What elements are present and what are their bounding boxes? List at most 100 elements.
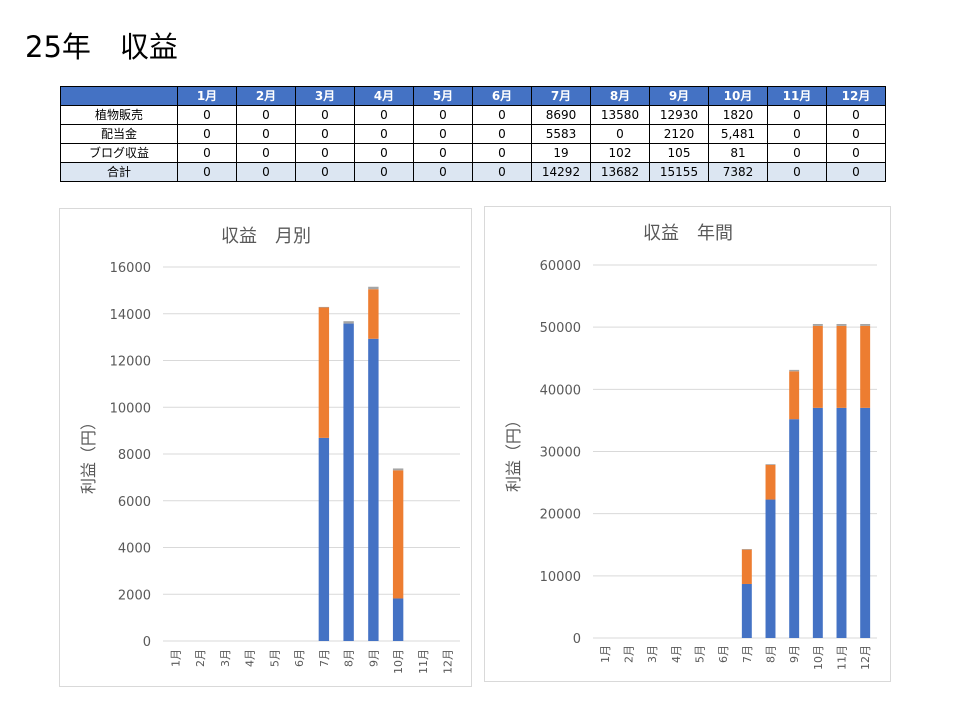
- y-axis-label: 利益（円）: [79, 414, 98, 494]
- table-cell: 0: [767, 124, 827, 144]
- table-cell: 15155: [649, 162, 709, 182]
- y-tick-label: 0: [143, 635, 151, 650]
- bar-segment: [765, 499, 776, 638]
- table-cell: 0: [177, 143, 237, 163]
- bar-segment: [765, 464, 776, 500]
- table-header-cell: 10月: [708, 86, 768, 106]
- bar-segment: [392, 470, 404, 599]
- x-tick-label: 5月: [268, 649, 281, 667]
- table-cell: 0: [177, 124, 237, 144]
- x-tick-label: 1月: [169, 649, 182, 667]
- y-tick-label: 50000: [540, 321, 581, 336]
- x-tick-label: 4月: [244, 649, 257, 667]
- y-tick-label: 16000: [110, 261, 151, 276]
- page-title: 25年 収益: [25, 30, 178, 64]
- table-header-cell: 7月: [531, 86, 591, 106]
- table-cell: 0: [767, 162, 827, 182]
- x-tick-label: 1月: [599, 645, 612, 663]
- table-cell: 0: [472, 105, 532, 125]
- table-header-cell: 6月: [472, 86, 532, 106]
- table-total-row: 合計 0 0 0 0 0 0 14292 13682 15155 7382 0 …: [60, 162, 886, 182]
- table-cell: 12930: [649, 105, 709, 125]
- table-cell: 0: [236, 143, 296, 163]
- table-cell: 0: [354, 124, 414, 144]
- table-cell: 0: [472, 124, 532, 144]
- table-cell: 8690: [531, 105, 591, 125]
- table-cell: 0: [413, 162, 473, 182]
- bar-segment: [343, 323, 354, 641]
- table-cell: 105: [649, 143, 709, 163]
- table-cell: 0: [767, 105, 827, 125]
- row-label: 合計: [60, 162, 178, 182]
- chart-title: 収益 年間: [643, 223, 733, 244]
- table-cell: 0: [236, 162, 296, 182]
- table-cell: 0: [767, 143, 827, 163]
- table-cell: 0: [295, 162, 355, 182]
- y-tick-label: 8000: [118, 448, 151, 463]
- y-tick-label: 0: [573, 632, 581, 647]
- x-tick-label: 8月: [343, 649, 356, 667]
- y-tick-label: 10000: [540, 570, 581, 585]
- y-tick-label: 4000: [118, 542, 151, 557]
- table-cell: 0: [413, 124, 473, 144]
- x-tick-label: 9月: [367, 649, 380, 667]
- table-cell: 0: [413, 105, 473, 125]
- bar-segment: [741, 549, 752, 584]
- bar-segment: [368, 286, 379, 290]
- x-tick-label: 10月: [392, 649, 405, 674]
- table-cell: 13580: [590, 105, 650, 125]
- bar-segment: [392, 468, 404, 471]
- table-cell: 0: [472, 143, 532, 163]
- x-tick-label: 11月: [417, 649, 430, 674]
- y-tick-label: 6000: [118, 495, 151, 510]
- x-tick-label: 12月: [859, 645, 872, 670]
- y-tick-label: 30000: [540, 446, 581, 461]
- revenue-table: 1月 2月 3月 4月 5月 6月 7月 8月 9月 10月 11月 12月 植…: [60, 86, 886, 182]
- x-tick-label: 4月: [670, 645, 683, 663]
- table-cell: 0: [826, 124, 886, 144]
- table-cell: 0: [354, 105, 414, 125]
- table-cell: 0: [826, 162, 886, 182]
- table-row: ブログ収益 0 0 0 0 0 0 19 102 105 81 0 0: [60, 143, 886, 163]
- bar-segment: [812, 325, 823, 408]
- table-header-cell: 8月: [590, 86, 650, 106]
- table-cell: 19: [531, 143, 591, 163]
- table-cell: 13682: [590, 162, 650, 182]
- table-cell: 0: [236, 105, 296, 125]
- y-tick-label: 20000: [540, 508, 581, 523]
- table-cell: 0: [177, 162, 237, 182]
- table-cell: 0: [236, 124, 296, 144]
- row-label: 配当金: [60, 124, 178, 144]
- table-header-cell: 11月: [767, 86, 827, 106]
- table-header-row: 1月 2月 3月 4月 5月 6月 7月 8月 9月 10月 11月 12月: [60, 86, 886, 106]
- bar-segment: [392, 598, 404, 641]
- y-tick-label: 60000: [540, 259, 581, 274]
- x-tick-label: 5月: [694, 645, 707, 663]
- x-tick-label: 2月: [194, 649, 207, 667]
- table-cell: 102: [590, 143, 650, 163]
- bar-segment: [860, 325, 871, 408]
- table-header-cell: 5月: [413, 86, 473, 106]
- table-header-cell: 4月: [354, 86, 414, 106]
- bar-segment: [789, 371, 800, 420]
- table-cell: 0: [826, 143, 886, 163]
- table-cell: 2120: [649, 124, 709, 144]
- annual-chart: 収益 年間 利益（円） 0 10000 20000 30000 40000 50000 6000…: [484, 206, 891, 682]
- bar-segment: [368, 338, 379, 641]
- bar-segment: [836, 407, 847, 638]
- y-tick-label: 12000: [110, 355, 151, 370]
- row-label: ブログ収益: [60, 143, 178, 163]
- table-cell: 0: [177, 105, 237, 125]
- table-cell: 0: [295, 124, 355, 144]
- table-cell: 0: [826, 105, 886, 125]
- table-cell: 0: [295, 105, 355, 125]
- row-label: 植物販売: [60, 105, 178, 125]
- x-tick-label: 12月: [442, 649, 455, 674]
- x-tick-label: 3月: [646, 645, 659, 663]
- table-cell: 0: [590, 124, 650, 144]
- bar-segment: [789, 369, 800, 372]
- table-header-cell: 12月: [826, 86, 886, 106]
- x-tick-label: 9月: [788, 645, 801, 663]
- x-tick-label: 3月: [219, 649, 232, 667]
